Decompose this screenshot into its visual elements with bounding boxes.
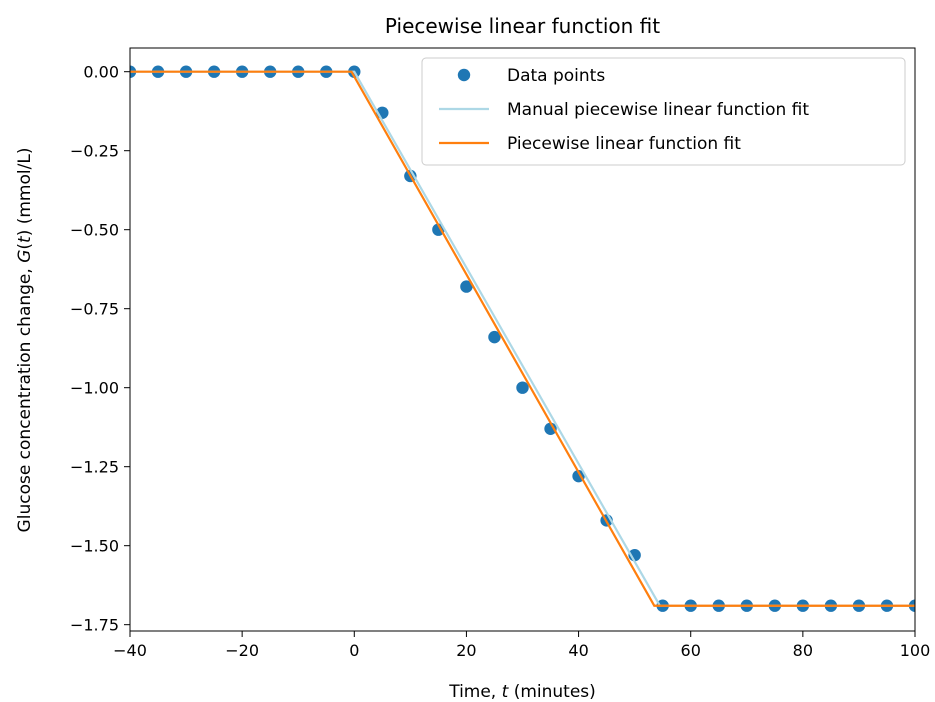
y-tick-label: −1.75 — [70, 616, 119, 635]
data-point — [488, 330, 501, 344]
y-axis: 0.00 −0.25 −0.50 −0.75 −1.00 −1.25 −1.50 −1.75 — [70, 63, 130, 635]
x-tick-label: 80 — [793, 641, 813, 660]
y-tick-label: −1.00 — [70, 379, 119, 398]
y-tick-label: −1.50 — [70, 537, 119, 556]
data-point — [460, 280, 473, 293]
legend-label: Data points — [507, 66, 605, 86]
legend-box — [421, 57, 906, 166]
x-tick-label: 0 — [349, 641, 359, 660]
legend: Data points Manual piecewise linear funct… — [421, 57, 906, 166]
x-tick-label: −40 — [113, 641, 147, 660]
legend-label: Manual piecewise linear function fit — [507, 100, 809, 120]
x-tick-label: 20 — [456, 641, 476, 660]
series-line-2 — [130, 70, 915, 607]
y-tick-label: −0.50 — [70, 221, 119, 240]
y-tick-label: −0.75 — [70, 300, 119, 319]
y-tick-label: −0.25 — [70, 142, 119, 161]
y-tick-label: −1.25 — [70, 458, 119, 477]
legend-marker — [457, 68, 471, 82]
x-tick-label: −20 — [225, 641, 259, 660]
data-point — [432, 223, 445, 236]
x-tick-label: 60 — [681, 641, 701, 660]
data-point — [544, 422, 557, 435]
data-point — [516, 381, 529, 394]
x-tick-label: 100 — [900, 641, 931, 660]
x-axis-label: Time, t (minutes) — [448, 682, 596, 702]
x-axis: −40 −20 0 20 40 60 80 100 — [113, 631, 930, 660]
y-axis-label: Glucose concentration change, G(t) (mmol… — [15, 148, 35, 533]
x-tick-label: 40 — [568, 641, 588, 660]
plot-area — [130, 65, 915, 612]
y-tick-label: 0.00 — [83, 63, 119, 82]
legend-label: Piecewise linear function fit — [507, 134, 741, 154]
plot-frame — [129, 47, 916, 632]
chart-title: Piecewise linear function fit — [385, 14, 660, 38]
